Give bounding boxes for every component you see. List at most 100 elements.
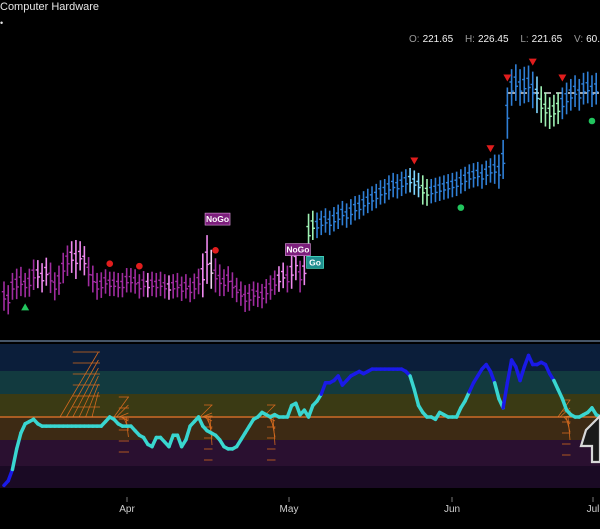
price-bar	[564, 82, 569, 115]
oscillator-band	[0, 440, 600, 466]
price-bar	[103, 269, 108, 294]
price-bar	[344, 203, 349, 228]
price-bar	[581, 72, 586, 105]
price-bar	[247, 283, 252, 311]
price-bar	[369, 186, 375, 211]
price-bar	[509, 69, 514, 106]
oscillator-segment	[10, 447, 19, 472]
price-bar	[166, 275, 172, 300]
price-bar	[352, 196, 358, 221]
annotation-text: Go	[309, 257, 321, 267]
oscillator-segment	[319, 381, 328, 396]
price-bar	[327, 210, 332, 236]
price-bar	[73, 239, 79, 280]
price-bar	[335, 204, 341, 229]
annotation-label: NoGo	[204, 212, 231, 226]
price-bar	[297, 260, 303, 293]
price-bar	[107, 271, 112, 297]
price-bar	[492, 154, 497, 184]
price-bar	[386, 175, 392, 200]
oscillator-segment	[167, 433, 175, 449]
price-bar	[568, 78, 574, 111]
price-bar	[534, 76, 540, 114]
oscillator-band	[0, 371, 600, 394]
oscillator-band	[0, 418, 600, 440]
oscillator-band	[0, 466, 600, 488]
annotation-label: NoGo	[285, 243, 311, 256]
price-bar	[475, 161, 480, 187]
price-bar	[44, 257, 49, 286]
ohlc-key: V:	[574, 34, 584, 45]
price-bar	[488, 158, 493, 183]
price-bar	[289, 254, 294, 289]
price-bar	[99, 272, 104, 298]
price-bar	[530, 71, 535, 109]
oscillator-segment	[285, 403, 294, 419]
price-bar	[285, 265, 290, 293]
price-bar	[441, 175, 447, 200]
price-bar	[175, 272, 180, 298]
price-bar	[141, 271, 146, 297]
price-bar	[6, 285, 11, 315]
oscillator-line	[2, 353, 600, 488]
ohlc-key: H:	[464, 34, 475, 45]
price-bar	[35, 260, 41, 289]
oscillator-fan-line	[91, 391, 99, 418]
chart-title: Computer Hardware	[0, 1, 100, 13]
price-bar	[471, 163, 476, 188]
price-bar	[272, 270, 277, 295]
price-bar	[551, 94, 557, 127]
price-bar	[280, 262, 286, 289]
price-bar	[221, 269, 227, 297]
price-bar	[348, 199, 354, 225]
oscillator-bands	[0, 344, 600, 488]
price-bar	[543, 92, 548, 127]
price-bar	[255, 282, 260, 308]
price-bar	[162, 274, 167, 299]
price-bar	[52, 272, 57, 301]
price-bar	[276, 266, 282, 292]
oscillator-band	[0, 394, 600, 416]
price-bar	[82, 246, 87, 276]
price-bar	[145, 272, 151, 298]
signal-dot-icon	[457, 204, 465, 211]
ohlc-value: 226.45	[477, 34, 509, 45]
price-bar	[577, 78, 582, 111]
price-bar	[65, 245, 70, 276]
price-bar	[213, 258, 218, 293]
price-bar	[323, 208, 328, 233]
price-bar	[56, 265, 62, 295]
x-axis: Apr May Jun Jul	[119, 497, 599, 515]
oscillator-segment	[184, 424, 192, 442]
oscillator-segment	[560, 397, 569, 412]
price-bar	[382, 178, 387, 204]
price-bar	[116, 272, 121, 298]
price-bar	[132, 269, 138, 294]
price-bar	[69, 241, 74, 273]
price-bar	[1, 281, 7, 311]
price-bar	[200, 253, 206, 298]
price-bar	[314, 212, 320, 239]
price-bar	[124, 268, 129, 293]
price-bar	[420, 175, 425, 205]
price-bar	[484, 160, 489, 186]
price-bar	[187, 277, 193, 303]
signal-dot-icon	[212, 246, 219, 254]
price-bar	[458, 169, 464, 194]
price-bar	[94, 272, 100, 300]
oscillator-fan-line	[116, 404, 129, 418]
price-bar	[154, 272, 159, 298]
oscillator-segment	[412, 387, 421, 408]
price-bar	[259, 283, 265, 309]
price-bar	[395, 174, 400, 199]
up-arrow-icon	[579, 414, 600, 464]
price-bar	[365, 188, 370, 214]
oscillator-fan-line	[567, 416, 571, 441]
oscillator-band	[0, 344, 600, 371]
price-bar	[86, 257, 91, 287]
price-bar	[217, 264, 222, 297]
triangle-up-icon	[21, 303, 30, 311]
price-bar	[31, 259, 36, 290]
annotation-label: Go	[306, 256, 324, 269]
